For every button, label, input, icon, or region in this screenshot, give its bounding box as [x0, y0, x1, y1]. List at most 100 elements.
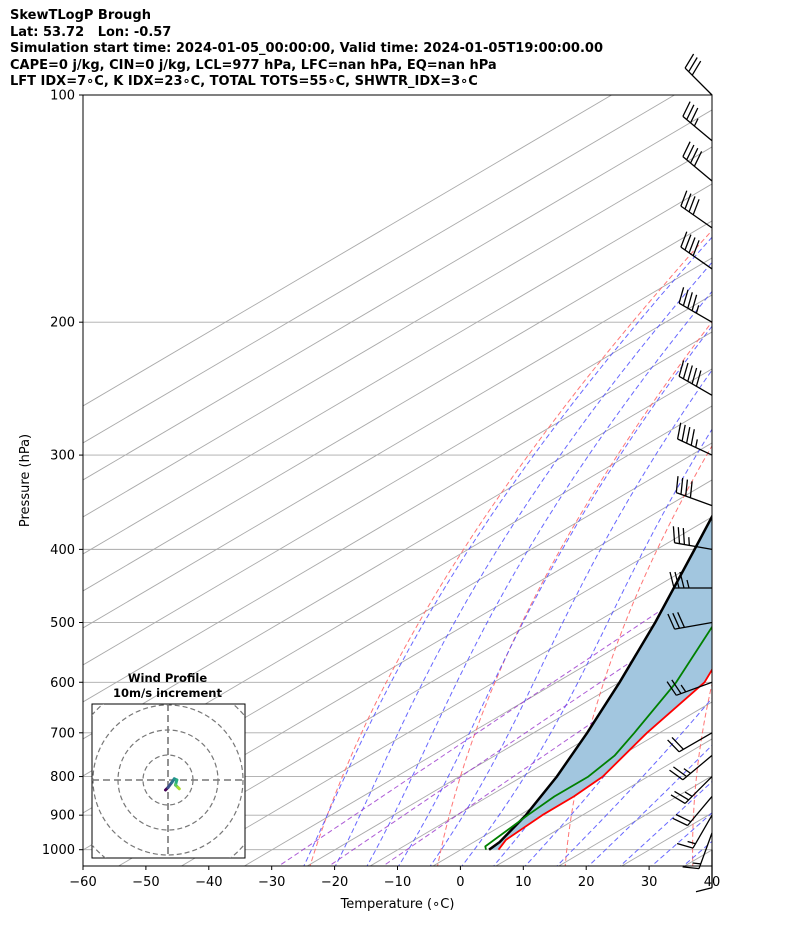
- wind-barb-half-flag: [695, 305, 700, 314]
- parcel-profile-line: [488, 514, 712, 851]
- chart-title: SkewTLogP Brough: [10, 8, 151, 23]
- chart-header: SkewTLogP Brough Lat: 53.72 Lon: -0.57 S…: [10, 8, 790, 91]
- wind-barb-staff: [676, 681, 713, 696]
- index-parameters-line: LFT IDX=7∘C, K IDX=23∘C, TOTAL TOTS=55∘C…: [10, 74, 478, 89]
- wind-barb-flag: [671, 679, 682, 694]
- y-tick-label: 900: [50, 809, 75, 824]
- wind-barb-half-flag: [684, 791, 693, 797]
- wind-barb-staff: [687, 796, 713, 826]
- y-tick-label: 800: [50, 770, 75, 785]
- location-line: Lat: 53.72 Lon: -0.57: [10, 24, 172, 40]
- moist-adiabat-line: [429, 369, 712, 866]
- dry-adiabat-line: [564, 444, 712, 866]
- stability-parameters-line: CAPE=0 j/kg, CIN=0 j/kg, LCL=977 hPa, LF…: [10, 57, 497, 73]
- cape-cin-shading: [489, 516, 712, 850]
- wind-barb-flag: [686, 104, 695, 120]
- x-tick-label: 10: [515, 875, 532, 890]
- moist-adiabat-line: [397, 325, 712, 866]
- y-tick-label: 700: [50, 726, 75, 741]
- wind-barb-flag: [691, 294, 698, 311]
- x-tick-label: −20: [321, 875, 348, 890]
- wind-barb-flag: [673, 766, 688, 778]
- wind-barb-flag: [689, 481, 693, 498]
- isotherm-line: [83, 146, 712, 518]
- moist-adiabat-line: [334, 261, 712, 866]
- x-tick-label: −40: [195, 875, 222, 890]
- wind-barb-staff: [680, 246, 713, 270]
- wind-barb-flag: [684, 234, 692, 251]
- isotherm-line: [83, 95, 676, 444]
- y-axis-label: Pressure (hPa): [18, 434, 33, 527]
- wind-barb-flag: [669, 571, 675, 589]
- isotherm-line: [83, 479, 712, 851]
- wind-barb-half-flag: [692, 862, 701, 865]
- moist-adiabat-line: [303, 236, 712, 866]
- wind-barb-flag: [690, 147, 699, 164]
- wind-barb-half-flag: [687, 840, 696, 845]
- wind-barb-staff: [684, 67, 713, 96]
- wind-barb-flag: [691, 367, 698, 384]
- wind-barb-flag: [685, 426, 691, 444]
- wind-barbs: [666, 53, 713, 893]
- y-tick-label: 1000: [42, 843, 75, 858]
- wind-barb-flag: [682, 289, 689, 306]
- x-tick-label: −30: [258, 875, 285, 890]
- wind-barb-staff: [678, 302, 713, 323]
- wind-barb-flag: [672, 526, 676, 543]
- wind-barb-half-flag: [695, 439, 698, 448]
- wind-barb-flag: [695, 887, 713, 893]
- wind-barb-staff: [678, 732, 713, 753]
- wind-barb-staff: [682, 156, 713, 182]
- wind-barb-flag: [672, 612, 681, 629]
- wind-barb-flag: [682, 101, 691, 117]
- axes: −60 −50 −40 −30 −20 −10 0 10 20 30 401000900800700…: [18, 89, 720, 913]
- moist-adiabat-line: [524, 624, 712, 866]
- isotherm-line: [83, 220, 712, 592]
- x-tick-label: −60: [69, 875, 96, 890]
- wind-barb-flag: [688, 237, 696, 254]
- mixing-ratio-line: [277, 575, 712, 866]
- wind-barb-flag: [674, 790, 690, 801]
- isotherm-line: [495, 738, 712, 866]
- wind-barb-staff: [682, 754, 713, 781]
- hodograph-subtitle: 10m/s increment: [113, 686, 222, 700]
- wind-barb-flag: [688, 57, 698, 73]
- y-tick-label: 600: [50, 676, 75, 691]
- wind-barb-flag: [678, 360, 685, 377]
- wind-barb-flag: [691, 60, 702, 76]
- wind-barb-staff: [676, 491, 713, 507]
- isotherm-line: [83, 368, 712, 740]
- wind-barb-flag: [687, 365, 693, 382]
- isotherm-line: [83, 183, 712, 555]
- isotherm-line: [83, 331, 712, 703]
- wind-barb-flag: [686, 144, 695, 161]
- wind-barb-flag: [680, 190, 688, 207]
- isotherm-line: [83, 257, 712, 629]
- x-tick-label: 20: [578, 875, 595, 890]
- wind-barb-half-flag: [683, 768, 691, 774]
- wind-barb-staff: [674, 542, 713, 551]
- wind-barb-flag: [671, 736, 684, 750]
- wind-barb-flag: [672, 817, 688, 827]
- wind-barb-flag: [679, 571, 685, 589]
- wind-barb-flag: [684, 193, 692, 210]
- wind-barb-flag: [692, 199, 700, 215]
- wind-barb-flag: [690, 107, 699, 124]
- y-tick-label: 500: [50, 616, 75, 631]
- temperature-profile-line: [497, 667, 712, 851]
- wind-barb-staff: [678, 375, 713, 396]
- wind-barb-staff: [680, 205, 713, 229]
- isotherm-line: [180, 553, 712, 866]
- profile-lines: [484, 514, 712, 851]
- wind-barb-flag: [688, 196, 696, 213]
- x-tick-label: 0: [456, 875, 464, 890]
- wind-barb-half-flag: [686, 579, 690, 589]
- wind-barb-flag: [666, 681, 677, 696]
- wind-barb-flag: [692, 240, 700, 256]
- wind-barb-half-flag: [693, 118, 699, 127]
- wind-barb-flag: [695, 370, 702, 387]
- moist-adiabat-line: [682, 840, 712, 866]
- wind-barb-staff: [692, 814, 713, 849]
- wind-barb-flag: [677, 527, 681, 544]
